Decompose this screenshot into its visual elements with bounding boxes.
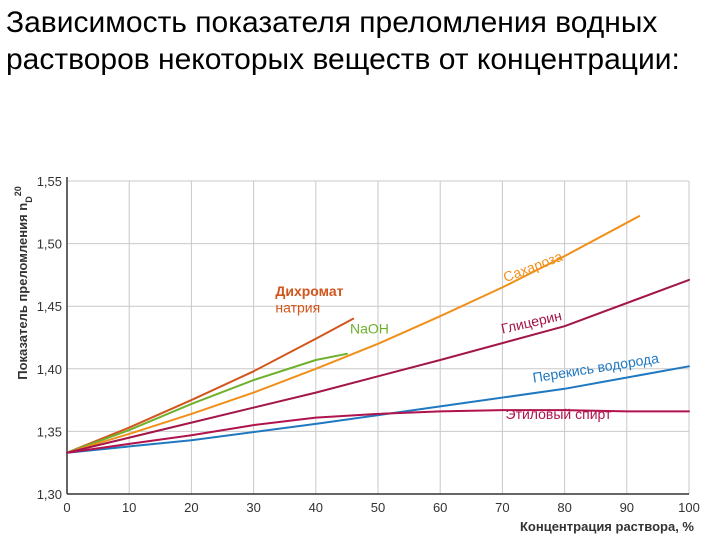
series-line-sucrose bbox=[66, 215, 641, 454]
y-tick-label: 1,50 bbox=[37, 237, 62, 252]
label-ethanol: Этиловый спирт bbox=[506, 406, 612, 422]
x-tick-label: 60 bbox=[433, 500, 447, 515]
y-tick-label: 1,55 bbox=[37, 174, 62, 189]
y-axis-title-group: Показатель преломления nD20 bbox=[13, 186, 34, 379]
y-axis-title-sup: 20 bbox=[13, 186, 23, 196]
label-sucrose: Сахароза bbox=[501, 248, 565, 285]
x-tick-label: 30 bbox=[246, 500, 260, 515]
series-line-glycerin bbox=[66, 278, 690, 454]
x-axis-title: Концентрация раствора, % bbox=[520, 519, 694, 534]
x-tick-label: 100 bbox=[678, 500, 700, 515]
y-tick-label: 1,45 bbox=[37, 299, 62, 314]
series-line-dichromate bbox=[66, 317, 355, 454]
x-tick-label: 20 bbox=[184, 500, 198, 515]
x-tick-label: 0 bbox=[63, 500, 70, 515]
y-axis-title: Показатель преломления n bbox=[15, 203, 30, 380]
x-tick-label: 10 bbox=[122, 500, 136, 515]
axes bbox=[66, 177, 689, 495]
x-tick-label: 40 bbox=[309, 500, 323, 515]
series-line-naoh bbox=[66, 352, 348, 454]
tick-labels: 0 10 20 30 40 50 60 70 80 90 100 1,30 1,35 1,40 1,45 1,… bbox=[37, 174, 700, 515]
label-naoh: NaOH bbox=[350, 321, 389, 337]
slide-title: Зависимость показателя преломления водны… bbox=[6, 6, 680, 76]
label-dichromate-line2: натрия bbox=[275, 299, 320, 315]
y-tick-label: 1,40 bbox=[37, 362, 62, 377]
x-tick-label: 80 bbox=[557, 500, 571, 515]
grid bbox=[67, 180, 690, 494]
series-lines bbox=[66, 215, 690, 454]
label-dichromate-line1: Дихромат bbox=[275, 283, 343, 299]
label-peroxide: Перекись водорода bbox=[531, 350, 660, 386]
x-tick-label: 70 bbox=[495, 500, 509, 515]
y-tick-label: 1,35 bbox=[37, 424, 62, 439]
x-tick-label: 50 bbox=[371, 500, 385, 515]
svg-text:Показатель преломления nD20: Показатель преломления nD20 bbox=[13, 186, 34, 379]
series-line-peroxide bbox=[66, 365, 690, 454]
y-tick-label: 1,30 bbox=[37, 487, 62, 502]
series-line-ethanol bbox=[66, 409, 690, 454]
y-axis-title-sub: D bbox=[24, 196, 34, 203]
label-glycerin: Глицерин bbox=[499, 307, 563, 336]
x-tick-label: 90 bbox=[620, 500, 634, 515]
